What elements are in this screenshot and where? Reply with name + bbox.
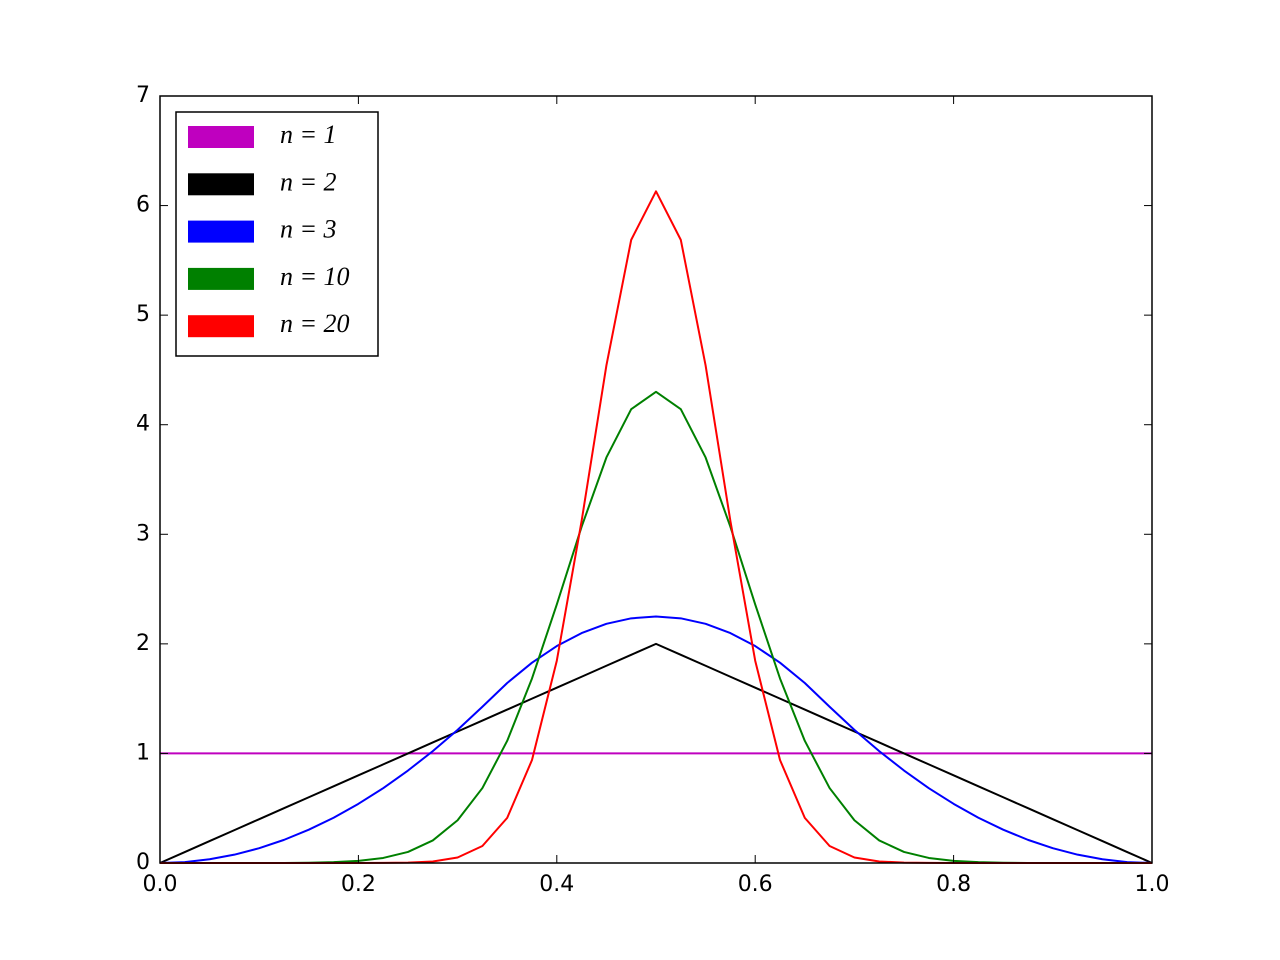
legend-swatch [188,126,254,148]
y-tick-label: 6 [136,193,150,218]
x-tick-label: 0.8 [936,872,971,897]
legend-swatch [188,315,254,338]
y-tick-label: 5 [136,302,150,327]
y-tick-label: 7 [136,83,150,108]
y-tick-label: 4 [136,412,150,437]
series-line [159,642,1153,864]
x-tick-label: 0.0 [143,872,178,897]
plot-frame [159,95,1153,864]
x-tick-label: 1.0 [1135,872,1170,897]
legend-swatch [188,173,254,196]
legend-label: n = 2 [280,167,337,196]
y-tick-label: 1 [136,740,150,765]
y-tick-label: 3 [136,521,150,546]
y-tick-label: 0 [136,850,150,875]
x-tick-label: 0.4 [539,872,574,897]
x-tick-label: 0.6 [738,872,773,897]
legend-label: n = 3 [280,215,337,244]
y-tick-label: 2 [136,631,150,656]
legend-label: n = 10 [280,262,350,291]
x-tick-label: 0.2 [341,872,376,897]
legend-swatch [188,220,254,243]
legend-label: n = 20 [280,309,350,338]
legend-label: n = 1 [280,120,337,149]
legend-swatch [188,267,254,290]
series-line [159,615,1153,864]
